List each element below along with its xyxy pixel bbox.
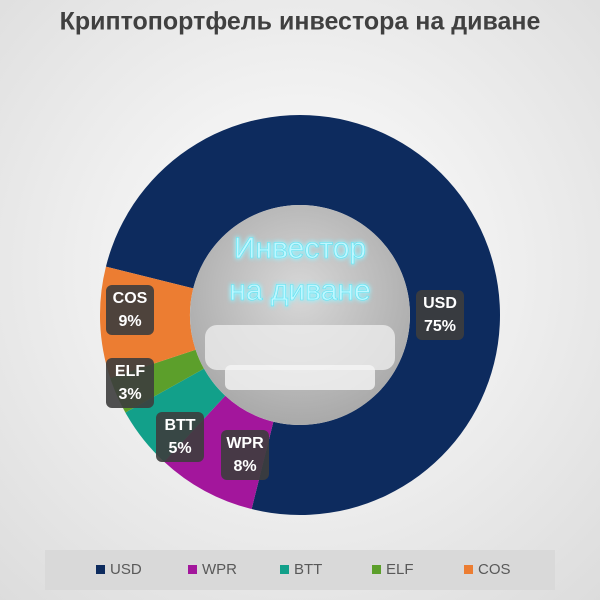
data-label-box	[156, 412, 204, 462]
data-label-category: ELF	[115, 363, 145, 380]
center-annotation: Инвестор	[234, 232, 366, 265]
data-label-category: COS	[113, 290, 148, 307]
legend-swatch	[96, 565, 105, 574]
data-label: BTT 5%	[156, 412, 204, 462]
data-label-value: 9%	[118, 313, 141, 330]
data-label-category: BTT	[164, 417, 195, 434]
data-label-value: 8%	[233, 458, 256, 475]
legend-label: USD	[110, 561, 142, 578]
legend-label: COS	[478, 561, 511, 578]
data-label-box	[106, 285, 154, 335]
legend-swatch	[188, 565, 197, 574]
data-label-box	[106, 358, 154, 408]
chart-title: Криптопортфель инвестора на диване	[60, 8, 541, 36]
data-label: WPR 8%	[221, 430, 269, 480]
sofa-base	[225, 365, 375, 390]
legend-label: WPR	[202, 561, 237, 578]
data-label: ELF 3%	[106, 358, 154, 408]
legend-label: ELF	[386, 561, 414, 578]
legend-swatch	[372, 565, 381, 574]
donut-segment	[105, 115, 500, 515]
data-label-box	[416, 290, 464, 340]
data-label-value: 75%	[424, 318, 456, 335]
legend-swatch	[464, 565, 473, 574]
sofa	[205, 325, 395, 370]
data-label-category: WPR	[226, 435, 264, 452]
data-label-category: USD	[423, 295, 457, 312]
legend-label: BTT	[294, 561, 322, 578]
data-label-value: 3%	[118, 386, 141, 403]
data-label-box	[221, 430, 269, 480]
data-label-value: 5%	[168, 440, 191, 457]
data-label: USD 75%	[416, 290, 464, 340]
data-label: COS 9%	[106, 285, 154, 335]
legend-swatch	[280, 565, 289, 574]
donut-segment	[164, 395, 274, 510]
center-annotation: на диване	[229, 274, 370, 307]
